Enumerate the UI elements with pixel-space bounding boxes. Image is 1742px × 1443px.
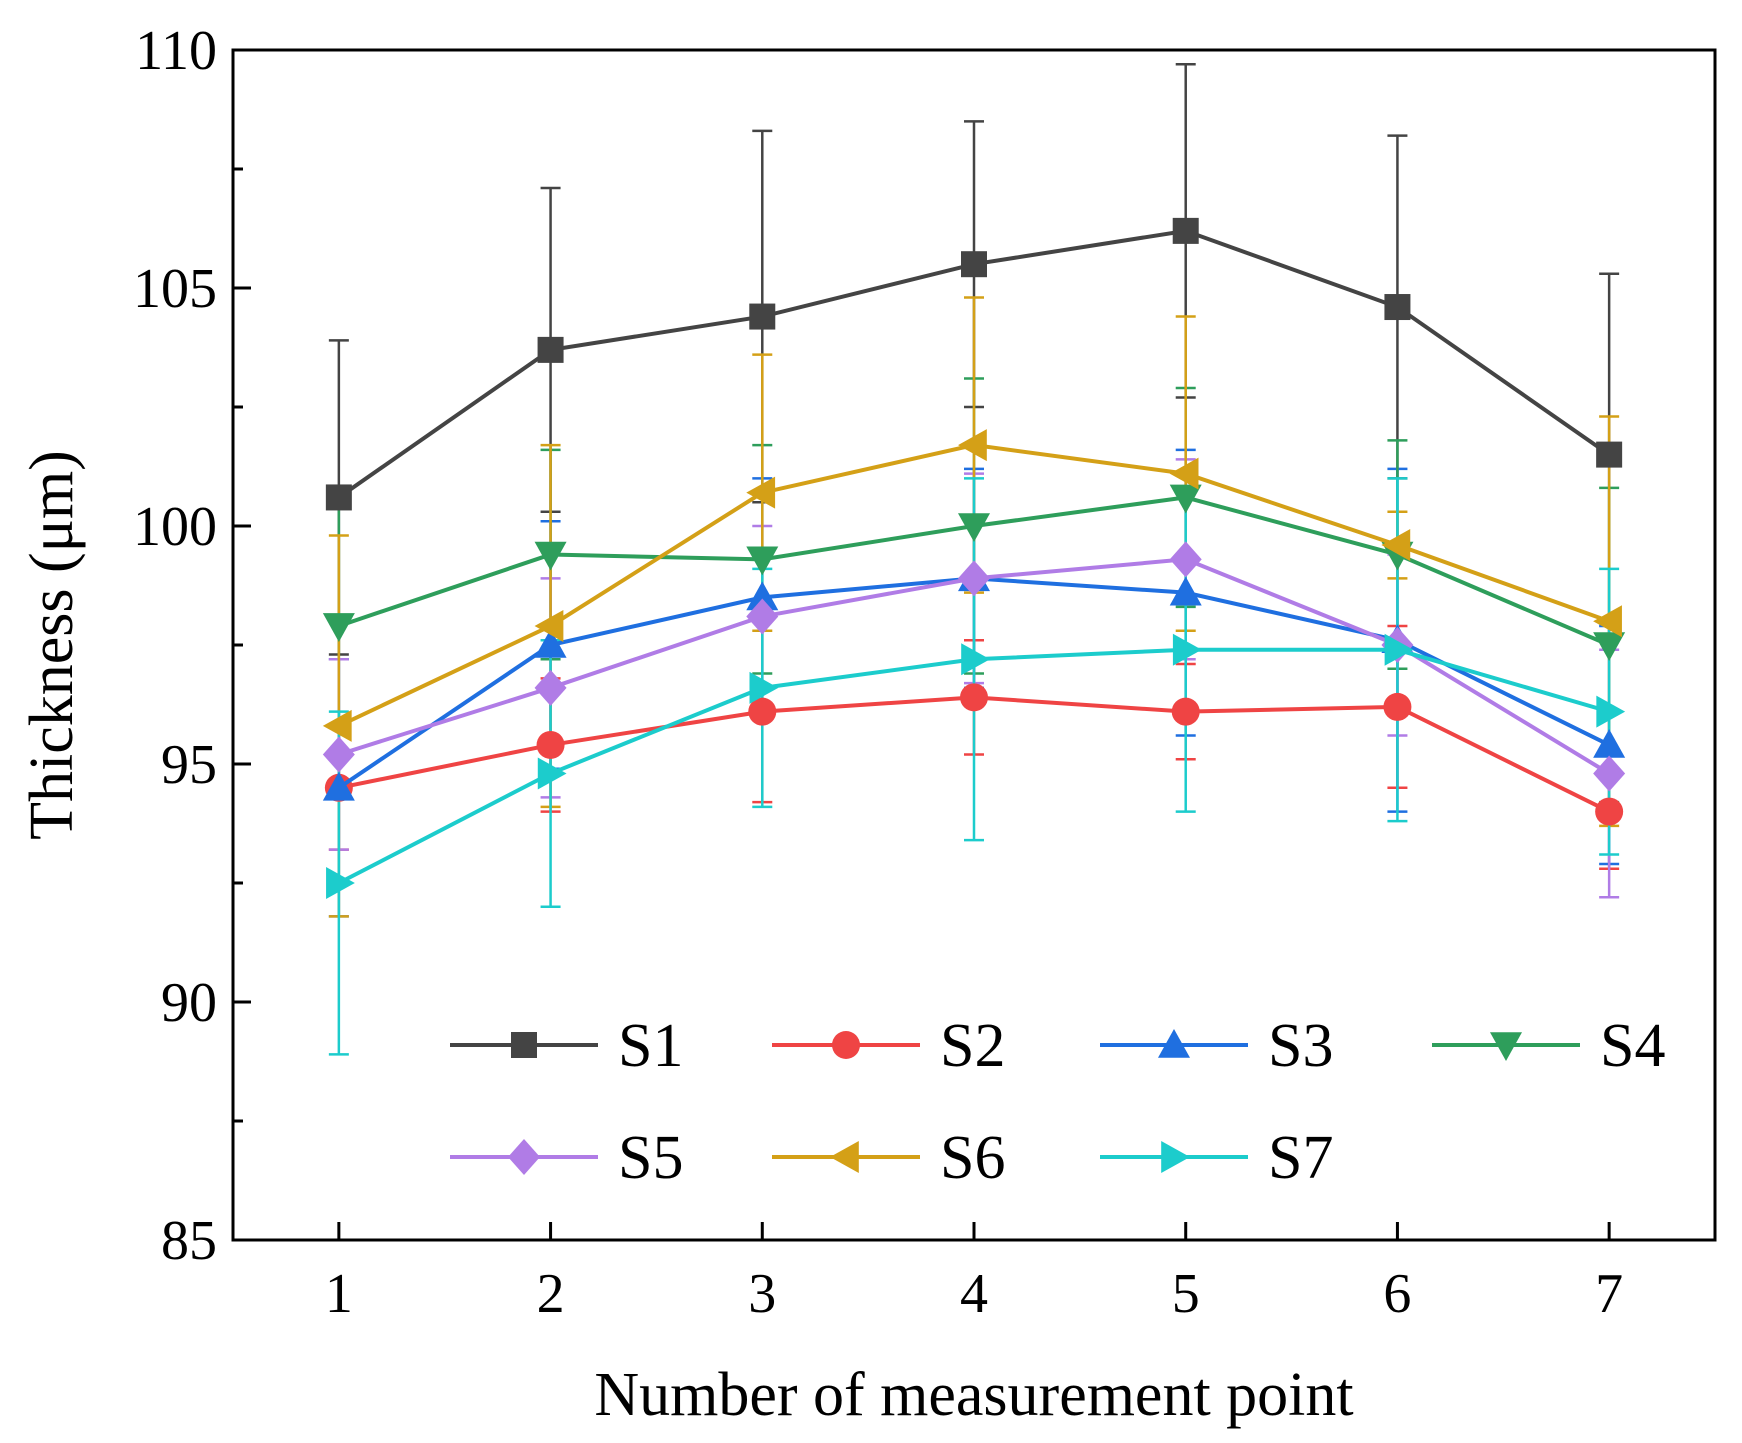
data-point (746, 476, 776, 509)
legend-marker (830, 1141, 859, 1173)
data-point (1381, 529, 1411, 562)
series-s7 (326, 633, 1626, 899)
legend-item-s4: S4 (1432, 1012, 1665, 1080)
data-point (960, 683, 988, 712)
data-point (1383, 692, 1412, 721)
data-point (537, 757, 567, 790)
legend-label: S1 (618, 1012, 683, 1080)
y-axis-label: Thickness (μm) (18, 450, 86, 840)
legend-item-s2: S2 (772, 1012, 1005, 1080)
legend-marker (1158, 1029, 1190, 1058)
legend-label: S2 (940, 1012, 1005, 1080)
data-point (1171, 697, 1200, 726)
legend-item-s3: S3 (1100, 1012, 1333, 1080)
y-tick-label: 100 (133, 496, 217, 558)
data-point (746, 598, 779, 635)
data-point (325, 484, 352, 511)
data-point (1169, 576, 1202, 606)
legend-item-s7: S7 (1100, 1124, 1333, 1192)
x-tick-label: 3 (748, 1263, 776, 1325)
data-point (322, 709, 352, 742)
data-point (534, 609, 564, 642)
legend-label: S6 (940, 1124, 1005, 1192)
data-point (322, 613, 355, 642)
data-point (1384, 294, 1411, 321)
data-point (1596, 441, 1623, 468)
data-point (1593, 605, 1622, 638)
data-point (1172, 633, 1202, 666)
data-point (1593, 728, 1626, 758)
y-tick-label: 90 (161, 972, 217, 1034)
data-point (749, 671, 779, 704)
series-s1 (325, 217, 1623, 511)
legend-label: S4 (1600, 1012, 1665, 1080)
data-point (537, 336, 564, 363)
data-point (749, 303, 776, 330)
data-point (536, 730, 565, 759)
data-point (961, 643, 990, 676)
legend: S1 S2 S3 S4 S5 S6 S7 (450, 1012, 1665, 1192)
y-tick-label: 110 (135, 20, 217, 82)
y-tick-label: 105 (133, 258, 217, 320)
x-tick-label: 6 (1383, 1263, 1411, 1325)
legend-marker (508, 1139, 540, 1175)
data-point (746, 546, 779, 576)
legend-label: S5 (618, 1124, 683, 1192)
legend-label: S7 (1268, 1124, 1333, 1192)
x-tick-label: 1 (325, 1263, 353, 1325)
legend-label: S3 (1268, 1012, 1333, 1080)
legend-marker (1161, 1141, 1190, 1173)
series-s4 (322, 484, 1626, 661)
legend-item-s1: S1 (450, 1012, 683, 1080)
legend-item-s6: S6 (772, 1124, 1005, 1192)
data-point (958, 513, 990, 542)
data-point (326, 867, 355, 899)
data-point (1169, 484, 1202, 514)
x-tick-label: 7 (1595, 1263, 1623, 1325)
x-tick-label: 4 (960, 1263, 988, 1325)
y-tick-label: 95 (161, 734, 217, 796)
data-point (322, 736, 355, 773)
data-point (322, 771, 355, 801)
legend-item-s5: S5 (450, 1124, 683, 1192)
x-tick-label: 5 (1172, 1263, 1200, 1325)
x-tick-label: 2 (537, 1263, 565, 1325)
x-axis-label: Number of measurement point (594, 1361, 1353, 1429)
data-point (748, 697, 777, 726)
axes: 1 2 3 4 5 6 7 85 90 95 100 105 110 (133, 20, 1623, 1325)
data-point (1169, 457, 1199, 490)
plot-area (322, 63, 1626, 1056)
data-point (746, 581, 779, 611)
legend-marker (832, 1031, 860, 1059)
y-tick-label: 85 (161, 1210, 217, 1272)
legend-marker (1490, 1032, 1522, 1061)
data-point (534, 629, 567, 658)
series-s6 (322, 429, 1622, 742)
data-point (534, 541, 567, 571)
data-point (958, 560, 990, 597)
data-point (1169, 541, 1202, 578)
data-point (1593, 755, 1626, 792)
data-point (958, 429, 987, 462)
data-point (534, 669, 567, 706)
data-point (1172, 217, 1199, 244)
data-point (961, 251, 987, 278)
data-point (1595, 797, 1624, 826)
data-point (1384, 633, 1414, 666)
data-point (1593, 632, 1626, 661)
data-point (1596, 695, 1626, 728)
legend-marker (511, 1032, 537, 1058)
